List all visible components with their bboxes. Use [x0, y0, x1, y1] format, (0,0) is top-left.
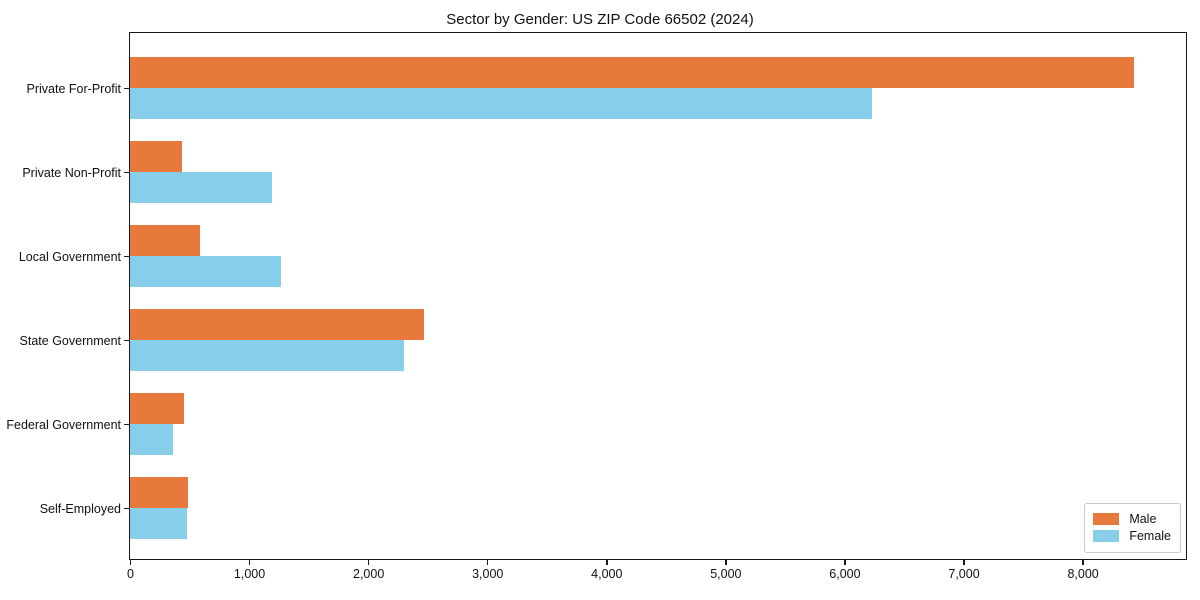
x-axis-tick: [248, 560, 251, 565]
x-axis-tick: [367, 560, 370, 565]
y-axis-tick: [124, 171, 129, 174]
y-axis-tick: [124, 423, 129, 426]
bar-female-3: [130, 340, 404, 371]
legend-label: Female: [1129, 529, 1171, 543]
x-axis-tick-label: 1,000: [233, 567, 266, 581]
x-axis-tick-label: 8,000: [1067, 567, 1099, 581]
y-axis-category-label: Private Non-Profit: [22, 165, 121, 180]
bar-female-0: [130, 88, 872, 119]
y-axis-category-label: Self-Employed: [39, 501, 121, 516]
x-axis-tick-label: 4,000: [591, 567, 623, 581]
legend-swatch-female: [1093, 530, 1120, 542]
bar-male-0: [130, 57, 1134, 88]
bar-male-1: [130, 141, 183, 172]
y-axis-tick: [124, 255, 129, 258]
y-axis-category-label: State Government: [19, 333, 121, 348]
legend-entry-male: Male: [1093, 512, 1171, 526]
x-axis-tick-label: 3,000: [472, 567, 504, 581]
bar-male-4: [130, 393, 184, 424]
bar-male-2: [130, 225, 201, 256]
x-axis-tick: [129, 560, 132, 565]
plot-area: Male Female: [129, 32, 1187, 560]
chart-title: Sector by Gender: US ZIP Code 66502 (202…: [446, 11, 754, 28]
bar-male-5: [130, 477, 189, 508]
bar-female-1: [130, 172, 273, 203]
x-axis-tick: [725, 560, 727, 565]
y-axis-category-label: Private For-Profit: [26, 81, 121, 96]
y-axis-category-label: Federal Government: [6, 417, 121, 432]
bar-female-4: [130, 424, 173, 455]
x-axis-tick-label: 7,000: [948, 567, 980, 581]
legend-entry-female: Female: [1093, 529, 1171, 543]
x-axis-tick-label: 2,000: [353, 567, 385, 581]
x-axis-tick: [486, 560, 489, 565]
legend: Male Female: [1084, 503, 1181, 553]
y-axis-tick: [124, 507, 129, 510]
bar-female-2: [130, 256, 282, 287]
y-axis-tick: [124, 87, 129, 90]
legend-label: Male: [1129, 512, 1157, 526]
x-axis-tick-label: 6,000: [829, 567, 861, 581]
y-axis-category-label: Local Government: [18, 249, 121, 264]
x-axis-tick: [844, 560, 846, 565]
x-axis-tick-label: 5,000: [710, 567, 742, 581]
x-axis-tick: [1082, 560, 1084, 565]
y-axis-tick: [124, 339, 129, 342]
bar-female-5: [130, 508, 188, 539]
x-axis-tick: [963, 560, 965, 565]
x-axis-tick: [606, 560, 608, 565]
x-axis-tick-label: 0: [127, 567, 134, 581]
legend-swatch-male: [1093, 513, 1120, 525]
bar-male-3: [130, 309, 425, 340]
